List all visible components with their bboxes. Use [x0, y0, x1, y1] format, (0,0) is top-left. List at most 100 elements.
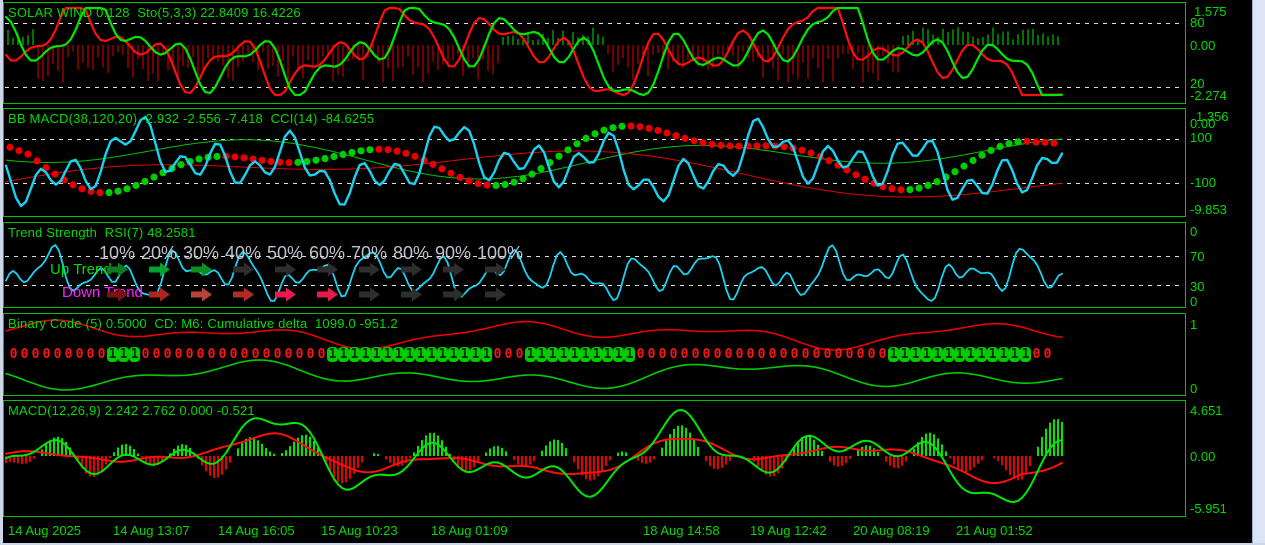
level-line [5, 183, 1184, 184]
time-axis-label: 21 Aug 01:52 [956, 523, 1033, 538]
binary-bit: 0 [306, 347, 315, 362]
binary-bit: 1 [118, 347, 129, 362]
binary-bit: 1 [591, 347, 602, 362]
binary-bit: 1 [888, 347, 899, 362]
binary-bit: 1 [437, 347, 448, 362]
binary-bit: 0 [669, 347, 678, 362]
down-trend-arrow [359, 287, 380, 302]
trend-percent-label: 70% [351, 243, 388, 263]
indicator-title-trend_strength: Trend Strength RSI(7) 48.2581 [8, 225, 196, 240]
binary-bit: 0 [163, 347, 172, 362]
binary-bit: 1 [1020, 347, 1031, 362]
binary-bit: 1 [624, 347, 635, 362]
binary-bit: 1 [415, 347, 426, 362]
binary-bit: 0 [97, 347, 106, 362]
trend-percent-label: 10% [99, 243, 136, 263]
indicator-plot [4, 6, 1064, 97]
binary-bit: 0 [185, 347, 194, 362]
indicator-plot [5, 409, 1063, 503]
binary-bit: 0 [867, 347, 876, 362]
binary-bit: 1 [965, 347, 976, 362]
binary-bit: 0 [746, 347, 755, 362]
binary-bit: 1 [998, 347, 1009, 362]
binary-bit: 0 [207, 347, 216, 362]
binary-bit: 0 [647, 347, 656, 362]
binary-bit: 0 [251, 347, 260, 362]
binary-bit: 1 [613, 347, 624, 362]
binary-bit: 0 [1032, 347, 1041, 362]
binary-bit: 1 [547, 347, 558, 362]
binary-bit: 0 [735, 347, 744, 362]
binary-bit: 1 [459, 347, 470, 362]
indicator-title-solar_wind: SOLAR WIND 0.128 Sto(5,3,3) 22.8409 16.4… [8, 5, 301, 20]
down-trend-arrow [191, 287, 212, 302]
up-trend-arrow [191, 262, 212, 277]
axis-price-label: -100 [1190, 175, 1217, 190]
indicator-panel-solar_wind[interactable]: SOLAR WIND 0.128 Sto(5,3,3) 22.8409 16.4… [3, 2, 1186, 104]
axis-price-label: 0 [1190, 381, 1198, 396]
binary-bit: 0 [174, 347, 183, 362]
trend-percent-label: 100% [477, 243, 524, 263]
binary-bit: 0 [75, 347, 84, 362]
level-line [5, 256, 1184, 257]
binary-bit: 0 [53, 347, 62, 362]
binary-bit: 1 [360, 347, 371, 362]
down-trend-arrow [233, 287, 254, 302]
binary-bit: 0 [196, 347, 205, 362]
binary-bit: 1 [580, 347, 591, 362]
trend-percent-label: 20% [141, 243, 178, 263]
window-frame-bottom [0, 543, 1265, 545]
binary-bit: 0 [823, 347, 832, 362]
level-line [5, 139, 1184, 140]
level-line [5, 87, 1184, 88]
binary-bit: 0 [504, 347, 513, 362]
axis-price-label: 30 [1190, 279, 1205, 294]
indicator-panel-bb_macd_cci[interactable]: BB MACD(38,120,20) -2.932 -2.556 -7.418 … [3, 108, 1186, 217]
axis-price-label: -5.951 [1190, 501, 1227, 516]
axis-price-label: 0.00 [1190, 116, 1216, 131]
binary-bit: 1 [569, 347, 580, 362]
indicator-plot [4, 115, 1064, 208]
axis-price-label: 70 [1190, 249, 1205, 264]
binary-bit: 0 [878, 347, 887, 362]
binary-bit: 0 [702, 347, 711, 362]
binary-bit: 1 [129, 347, 140, 362]
binary-bit: 0 [295, 347, 304, 362]
binary-bit: 0 [757, 347, 766, 362]
binary-bit: 1 [1009, 347, 1020, 362]
binary-bit: 0 [724, 347, 733, 362]
binary-bit: 0 [845, 347, 854, 362]
binary-bit: 0 [42, 347, 51, 362]
binary-bit: 1 [976, 347, 987, 362]
binary-bit: 0 [9, 347, 18, 362]
binary-bit: 0 [658, 347, 667, 362]
binary-bit: 0 [218, 347, 227, 362]
axis-price-label: -2.274 [1190, 88, 1227, 103]
indicator-title-binary_code: Binary Code (5) 0.5000 CD: M6: Cumulativ… [8, 316, 398, 331]
binary-bit: 0 [152, 347, 161, 362]
binary-bit: 0 [31, 347, 40, 362]
binary-bit: 1 [393, 347, 404, 362]
binary-bit: 1 [448, 347, 459, 362]
binary-bit: 0 [317, 347, 326, 362]
binary-bit: 1 [107, 347, 118, 362]
axis-price-label: 100 [1190, 130, 1212, 145]
trend-percent-label: 50% [267, 243, 304, 263]
binary-bit: 0 [284, 347, 293, 362]
time-axis: 14 Aug 2025 14 Aug 13:07 14 Aug 16:05 15 Au… [3, 518, 1253, 543]
time-axis-label: 15 Aug 10:23 [321, 523, 398, 538]
binary-bit: 1 [470, 347, 481, 362]
trend-percent-label: 80% [393, 243, 430, 263]
binary-bit: 1 [932, 347, 943, 362]
binary-bit: 0 [86, 347, 95, 362]
indicator-panel-macd[interactable]: MACD(12,26,9) 2.242 2.762 0.000 -0.521 [3, 400, 1186, 517]
up-trend-arrow [401, 262, 422, 277]
binary-bit: 1 [349, 347, 360, 362]
indicator-panel-binary_code[interactable]: Binary Code (5) 0.5000 CD: M6: Cumulativ… [3, 313, 1186, 396]
binary-bit: 0 [779, 347, 788, 362]
binary-bit: 0 [493, 347, 502, 362]
indicator-panel-trend_strength[interactable]: Trend Strength RSI(7) 48.2581 10% 20% 30% 40… [3, 222, 1186, 308]
trend-percent-label: 90% [435, 243, 472, 263]
axis-price-label: 0 [1190, 224, 1198, 239]
